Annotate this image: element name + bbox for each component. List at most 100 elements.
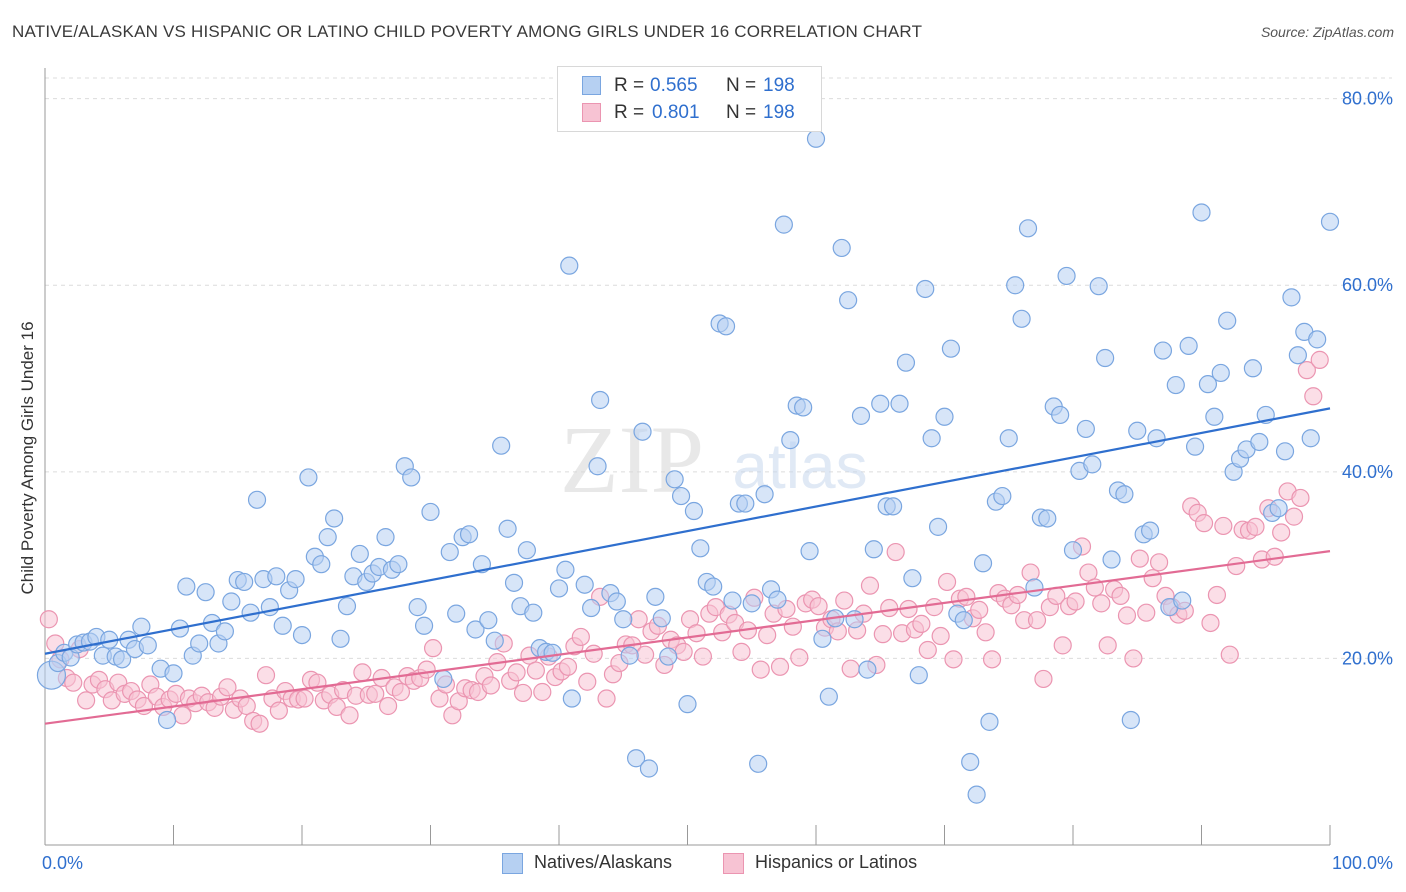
data-point-hispanics <box>584 644 603 663</box>
data-point-hispanics <box>77 691 96 710</box>
legend-n-value: 198 <box>763 75 795 96</box>
data-point-natives <box>177 577 196 596</box>
data-point-natives <box>235 572 254 592</box>
data-point-hispanics <box>173 706 192 725</box>
legend-r-label: R = <box>614 102 645 123</box>
data-point-natives <box>755 485 774 504</box>
data-point-natives <box>1063 541 1083 560</box>
data-point-natives <box>723 591 742 610</box>
data-point-natives <box>678 695 697 714</box>
data-point-hispanics <box>481 676 500 695</box>
data-point-natives <box>1173 591 1192 610</box>
legend-n-value: 198 <box>763 102 795 123</box>
data-point-natives <box>916 279 935 299</box>
data-point-hispanics <box>533 682 552 702</box>
axes <box>44 68 1331 846</box>
data-point-natives <box>800 542 819 561</box>
data-point-natives <box>492 436 511 455</box>
data-point-natives <box>736 494 755 513</box>
data-point-hispanics <box>835 591 854 610</box>
data-point-hispanics <box>944 650 963 669</box>
data-point-natives <box>1301 429 1320 448</box>
y-tick-label: 20.0% <box>1342 648 1393 668</box>
data-point-natives <box>1218 311 1237 330</box>
data-point-natives <box>1153 341 1173 360</box>
data-point-hispanics <box>1304 387 1323 406</box>
data-point-hispanics <box>873 625 892 644</box>
data-point-hispanics <box>366 684 385 703</box>
data-point-natives <box>1205 407 1224 426</box>
data-point-natives <box>1275 442 1295 461</box>
data-point-hispanics <box>340 706 359 725</box>
legend-swatch-natives <box>502 853 523 874</box>
data-point-natives <box>350 544 369 564</box>
data-point-hispanics <box>423 639 443 658</box>
data-point-hispanics <box>751 660 770 679</box>
data-point-natives <box>1025 578 1044 597</box>
data-point-hispanics <box>417 660 436 679</box>
data-point-natives <box>1166 375 1185 395</box>
data-point-hispanics <box>1227 556 1246 576</box>
x-tick-label: 0.0% <box>42 853 83 873</box>
data-point-natives <box>851 406 871 425</box>
data-point-natives <box>858 660 877 679</box>
data-point-hispanics <box>1117 606 1137 625</box>
data-point-hispanics <box>1220 645 1239 664</box>
data-point-natives <box>138 636 157 655</box>
data-point-hispanics <box>39 610 58 629</box>
data-point-natives <box>1288 346 1307 365</box>
data-point-hispanics <box>1021 563 1040 582</box>
data-point-natives <box>774 215 793 234</box>
data-point-natives <box>318 528 337 547</box>
data-point-natives <box>1128 421 1147 440</box>
data-point-natives <box>1192 203 1211 222</box>
data-point-natives <box>871 394 890 413</box>
data-point-natives <box>440 542 459 562</box>
tick-labels: 20.0% 40.0% 60.0% 80.0% 0.0% 100.0% <box>42 89 1393 873</box>
data-point-hispanics <box>1066 592 1085 611</box>
data-point-natives <box>652 609 671 628</box>
data-point-hispanics <box>1111 586 1130 606</box>
data-point-natives <box>1282 288 1301 307</box>
data-point-hispanics <box>931 626 950 646</box>
data-point-hispanics <box>1207 585 1227 605</box>
data-point-natives <box>402 468 421 487</box>
data-point-natives <box>485 631 504 650</box>
data-point-natives <box>1096 348 1115 368</box>
data-point-natives <box>517 541 536 560</box>
data-point-natives <box>560 256 579 275</box>
data-point-natives <box>1211 363 1230 383</box>
data-point-natives <box>459 525 479 544</box>
data-point-natives <box>1140 521 1160 540</box>
data-point-hispanics <box>976 623 995 642</box>
data-point-hispanics <box>64 673 83 692</box>
data-point-hispanics <box>880 598 899 618</box>
data-point-hispanics <box>526 661 545 680</box>
data-point-natives <box>1115 485 1134 504</box>
data-point-natives <box>498 519 517 538</box>
data-point-natives <box>267 567 286 586</box>
watermark-atlas: atlas <box>732 430 867 502</box>
data-point-hispanics <box>1092 594 1111 613</box>
data-point-natives <box>1102 550 1121 569</box>
data-point-natives <box>337 597 357 616</box>
data-point-natives <box>704 577 723 596</box>
data-point-natives <box>1076 419 1095 439</box>
data-point-hispanics <box>629 610 648 629</box>
data-point-natives <box>588 457 607 476</box>
data-point-hispanics <box>1310 350 1329 369</box>
data-point-natives <box>1012 309 1031 328</box>
data-point-natives <box>614 610 633 629</box>
data-point-natives <box>112 650 132 669</box>
data-point-natives <box>1121 710 1140 730</box>
data-point-hispanics <box>783 617 802 636</box>
data-point-natives <box>993 486 1012 506</box>
data-point-natives <box>1006 276 1025 295</box>
data-point-hispanics <box>841 659 860 678</box>
data-point-hispanics <box>1291 488 1310 508</box>
legend-r-value: 0.565 <box>650 75 698 96</box>
data-point-natives <box>286 570 305 589</box>
data-point-natives <box>1147 429 1166 448</box>
data-point-hispanics <box>1149 553 1169 572</box>
